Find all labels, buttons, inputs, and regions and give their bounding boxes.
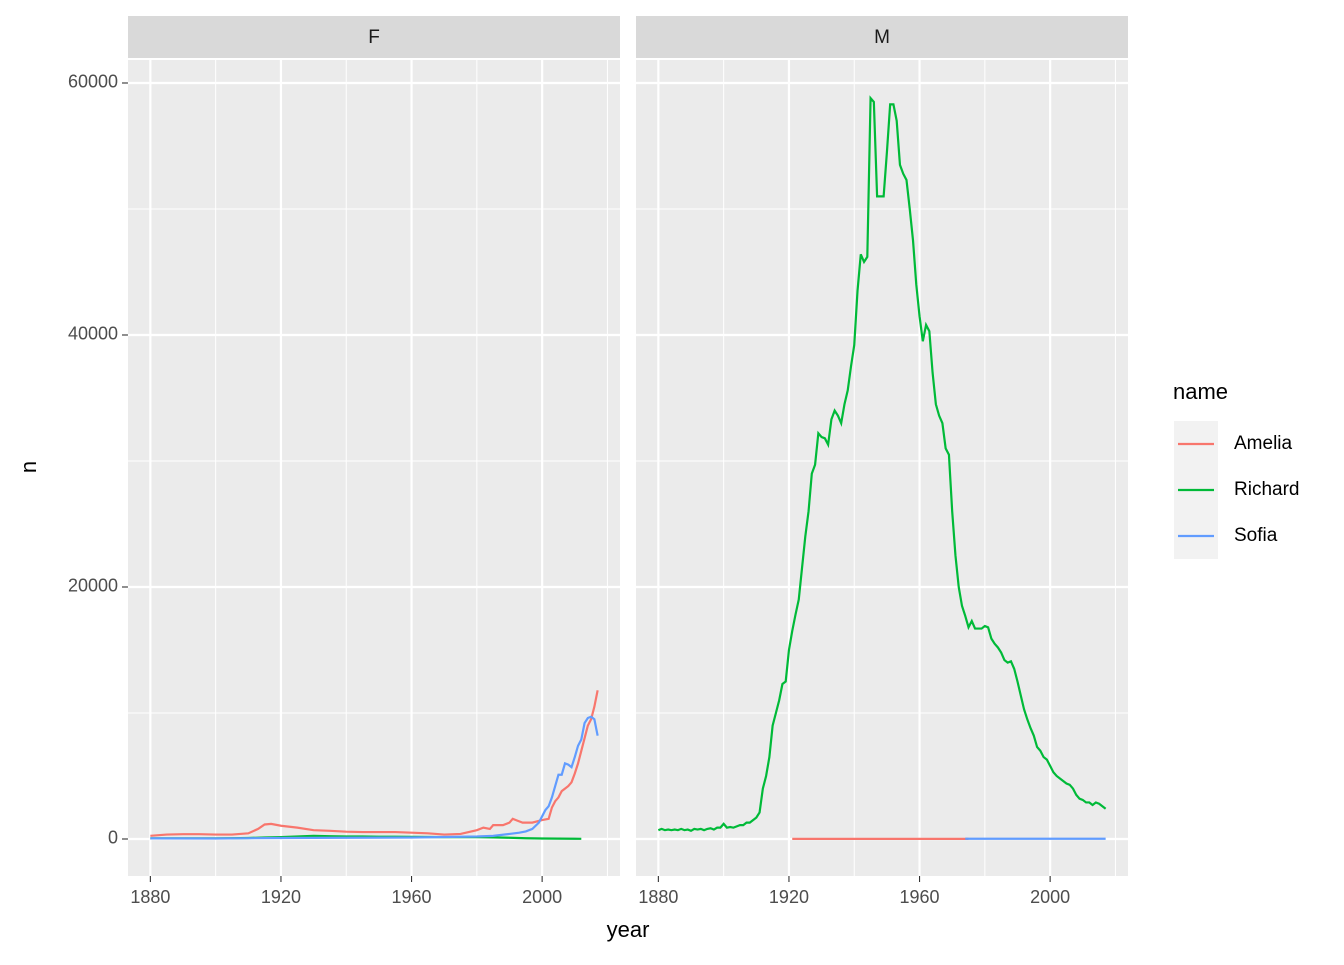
x-tick-label: 2000	[1030, 887, 1070, 907]
strip	[128, 16, 620, 58]
x-tick-label: 1960	[900, 887, 940, 907]
legend-title: name	[1173, 379, 1228, 404]
y-axis-title: n	[16, 461, 41, 473]
x-tick-label: 2000	[522, 887, 562, 907]
y-tick-label: 40000	[68, 324, 118, 344]
y-tick-label: 60000	[68, 72, 118, 92]
x-tick-label: 1880	[638, 887, 678, 907]
panel	[128, 60, 620, 876]
strip	[636, 16, 1128, 58]
x-axis-title: year	[607, 917, 650, 942]
strip-label: M	[874, 27, 890, 48]
strip-label: F	[368, 27, 380, 48]
series-line	[657, 95, 1107, 833]
legend-label: Richard	[1234, 479, 1299, 500]
y-tick-label: 20000	[68, 576, 118, 596]
x-tick-label: 1960	[392, 887, 432, 907]
legend-label: Sofia	[1234, 525, 1278, 546]
series-line	[150, 715, 599, 840]
legend-label: Amelia	[1234, 433, 1293, 454]
series-line	[150, 690, 599, 837]
y-tick-label: 0	[108, 828, 118, 848]
panel	[636, 60, 1128, 876]
x-tick-label: 1920	[261, 887, 301, 907]
x-tick-label: 1920	[769, 887, 809, 907]
x-tick-label: 1880	[130, 887, 170, 907]
